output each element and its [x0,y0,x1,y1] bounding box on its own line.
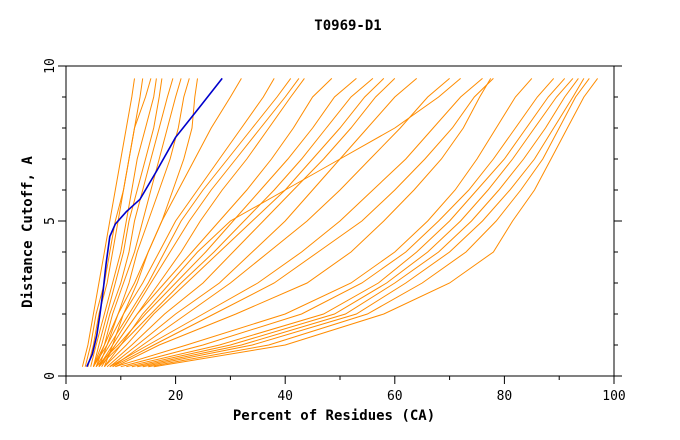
series-line-30 [142,78,585,368]
chart-title: T0969-D1 [314,18,381,34]
x-tick-label-40: 40 [277,389,293,404]
y-tick-label-5: 5 [43,217,58,225]
y-tick-label-10: 10 [43,58,58,74]
series-line-19 [106,78,396,368]
x-tick-label-80: 80 [497,389,513,404]
x-tick-label-0: 0 [62,389,70,404]
highlight-series-line [86,77,223,368]
x-tick-label-20: 20 [168,389,184,404]
series-line-26 [120,78,555,368]
series-line-18 [104,78,385,368]
series-line-2 [84,78,144,367]
series-line-33 [104,78,461,368]
x-axis-label: Percent of Residues (CA) [233,408,435,424]
y-tick-label-0: 0 [43,372,58,380]
series-line-12 [95,78,292,367]
series-line-11 [92,78,275,367]
series-layer [81,77,599,368]
series-line-29 [137,78,579,368]
axes-layer: 0 20 40 60 80 100 0 5 10 [43,58,626,404]
series-line-4 [90,78,157,367]
series-line-28 [131,78,574,368]
series-line-25 [115,78,533,368]
series-line-32 [153,78,599,368]
series-line-10 [92,78,242,367]
series-line-20 [109,78,418,368]
series-line-23 [112,78,494,368]
series-line-31 [148,78,590,368]
x-tick-label-60: 60 [387,389,403,404]
series-line-1 [81,78,135,367]
series-line-8 [98,78,190,367]
series-line-7 [95,78,182,367]
series-line-5 [92,78,163,367]
series-line-14 [101,78,305,367]
series-line-22 [109,78,483,368]
series-line-17 [98,78,374,368]
series-line-24 [115,78,492,368]
series-line-6 [92,78,174,367]
series-line-27 [126,78,566,368]
series-line-16 [95,78,357,368]
series-line-13 [98,78,300,367]
y-axis-label: Distance Cutoff, A [20,156,36,308]
x-tick-label-100: 100 [602,389,625,404]
series-line-15 [98,78,333,368]
